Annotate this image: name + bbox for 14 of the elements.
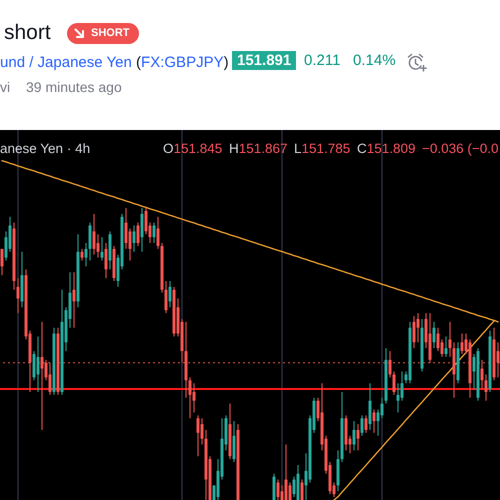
text: 0.14%	[353, 52, 396, 69]
text: vi	[0, 79, 10, 95]
text: anese Yen · 4h	[0, 141, 90, 156]
chart-title: short	[4, 21, 51, 44]
text: H151.867	[229, 141, 288, 156]
text: 151.891	[232, 51, 296, 70]
text: L151.785	[294, 141, 350, 156]
badge: SHORT	[67, 23, 138, 44]
text: und / Japanese Yen (FX:GBPJPY)	[0, 54, 229, 71]
text: O151.845	[163, 141, 222, 156]
text: 0.211	[304, 52, 340, 69]
text: 39 minutes ago	[26, 79, 122, 95]
text: −0.036 (−0.0	[422, 141, 499, 156]
text: C151.809	[357, 141, 416, 156]
